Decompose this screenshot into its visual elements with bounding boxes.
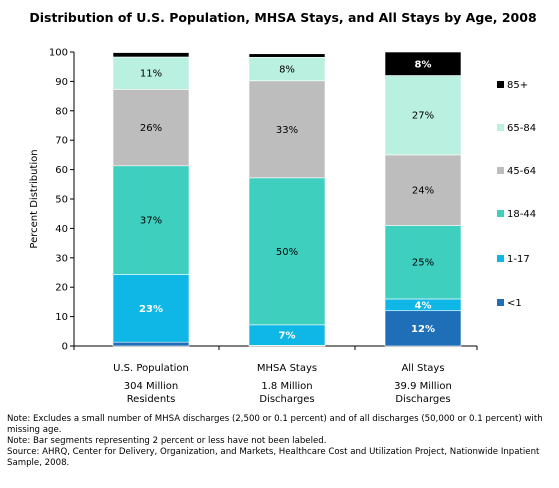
bar-segment-u-s-population-18-44 <box>112 165 190 275</box>
data-label-all-stays-65-84: 27% <box>412 111 434 122</box>
legend-swatch-18-44 <box>497 210 504 217</box>
bar-segment-u-s-population-85-plus <box>112 52 190 58</box>
y-axis-title: Percent Distribution <box>29 149 40 248</box>
data-label-mhsa-stays-18-44: 50% <box>276 247 298 258</box>
bar-segment-all-stays-under-1 <box>384 310 462 347</box>
data-label-mhsa-stays-65-84: 8% <box>279 65 295 76</box>
legend-label-1-17: 1-17 <box>507 254 530 265</box>
note-source: Source: AHRQ, Center for Delivery, Organ… <box>7 447 540 468</box>
data-label-u-s-population-18-44: 37% <box>140 216 162 227</box>
x-category-sublabel: Discharges <box>395 394 450 405</box>
data-label-mhsa-stays-45-64: 33% <box>276 125 298 136</box>
data-label-all-stays-85-plus: 8% <box>415 59 432 70</box>
stacked-bar-chart: Distribution of U.S. Population, MHSA St… <box>29 10 537 405</box>
legend-label-45-64: 45-64 <box>507 166 536 177</box>
data-label-u-s-population-45-64: 26% <box>140 123 162 134</box>
y-tick-label: 0 <box>62 342 68 353</box>
bar-segment-all-stays-18-44 <box>384 225 462 300</box>
footnotes: Note: Excludes a small number of MHSA di… <box>7 414 555 469</box>
legend-swatch-65-84 <box>497 124 504 131</box>
y-tick-label: 30 <box>55 253 68 264</box>
x-category-sublabel: Discharges <box>259 394 314 405</box>
x-category-label: U.S. Population <box>113 363 189 374</box>
data-label-u-s-population-1-17: 23% <box>139 304 163 315</box>
data-label-mhsa-stays-1-17: 7% <box>279 331 296 342</box>
legend-label-85-plus: 85+ <box>507 80 528 91</box>
bar-segment-u-s-population-45-64 <box>112 89 190 167</box>
x-category-label: MHSA Stays <box>257 363 317 374</box>
legend-label-65-84: 65-84 <box>507 123 536 134</box>
legend-swatch-under-1 <box>497 299 504 306</box>
legend-swatch-45-64 <box>497 167 504 174</box>
legend-label-under-1: <1 <box>507 298 522 309</box>
x-category-sublabel: 39.9 Million <box>394 381 452 392</box>
y-tick-label: 50 <box>55 195 68 206</box>
bar-segment-u-s-population-65-84 <box>112 56 190 90</box>
bar-segment-u-s-population-under-1 <box>112 341 190 347</box>
data-label-all-stays-18-44: 25% <box>412 258 434 269</box>
data-label-u-s-population-65-84: 11% <box>140 69 162 80</box>
y-tick-label: 10 <box>55 312 68 323</box>
bar-segment-all-stays-65-84 <box>384 75 462 156</box>
legend-label-18-44: 18-44 <box>507 209 536 220</box>
chart-title: Distribution of U.S. Population, MHSA St… <box>29 10 536 25</box>
bar-segment-mhsa-stays-18-44 <box>248 177 326 326</box>
bar-segment-mhsa-stays-85-plus <box>248 53 326 58</box>
legend-swatch-1-17 <box>497 255 504 262</box>
data-label-all-stays-45-64: 24% <box>412 186 434 197</box>
y-tick-label: 100 <box>49 48 68 59</box>
y-tick-label: 60 <box>55 165 68 176</box>
legend: 85+ 65-84 45-64 18-44 1-17 <1 <box>497 80 536 309</box>
legend-swatch-85-plus <box>497 81 504 88</box>
bar-segment-mhsa-stays-45-64 <box>248 80 326 179</box>
data-label-all-stays-under-1: 12% <box>411 324 435 335</box>
x-category-sublabel: 304 Million <box>124 381 178 392</box>
y-tick-label: 40 <box>55 224 68 235</box>
y-tick-label: 90 <box>55 77 68 88</box>
plot-area: 0 10 20 30 40 50 60 70 80 90 100 23% 37% 26% 11% U.S. P… <box>49 48 478 405</box>
bar-segment-all-stays-45-64 <box>384 154 462 226</box>
y-tick-label: 70 <box>55 136 68 147</box>
x-category-label: All Stays <box>401 363 444 374</box>
y-tick-label: 20 <box>55 283 68 294</box>
note-unlabeled-segments: Note: Bar segments representing 2 percen… <box>7 436 327 446</box>
note-missing-age: Note: Excludes a small number of MHSA di… <box>7 414 543 435</box>
bar-segment-all-stays-85-plus <box>384 51 462 76</box>
data-label-all-stays-1-17: 4% <box>415 300 432 311</box>
y-tick-label: 80 <box>55 106 68 117</box>
bar-segment-u-s-population-1-17 <box>112 274 190 343</box>
x-category-sublabel: Residents <box>127 394 176 405</box>
x-category-sublabel: 1.8 Million <box>261 381 312 392</box>
